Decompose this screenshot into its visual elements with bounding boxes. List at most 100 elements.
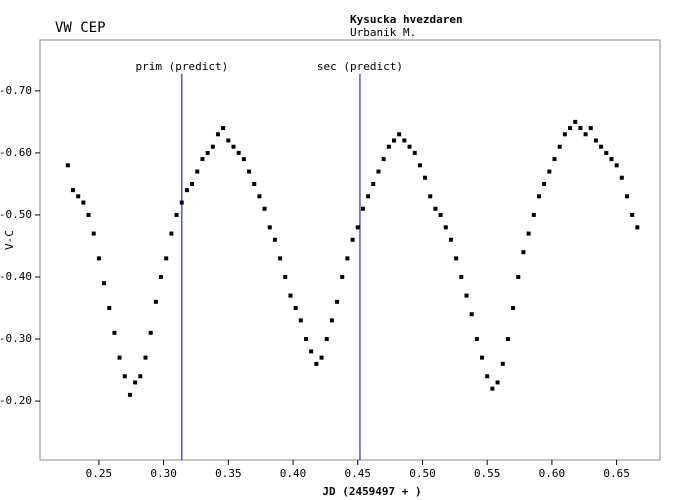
data-point bbox=[630, 212, 635, 217]
observer: Urbanik M. bbox=[350, 26, 416, 39]
x-tick-label: 0.30 bbox=[150, 467, 177, 480]
data-point bbox=[557, 144, 562, 149]
data-point bbox=[272, 237, 277, 242]
data-point bbox=[531, 212, 536, 217]
data-point bbox=[392, 138, 397, 143]
data-point bbox=[428, 194, 433, 199]
data-point bbox=[148, 330, 153, 335]
data-point bbox=[215, 132, 220, 137]
data-point bbox=[547, 169, 552, 174]
data-point bbox=[624, 194, 629, 199]
data-point bbox=[599, 144, 604, 149]
data-point bbox=[169, 231, 174, 236]
data-point bbox=[200, 157, 205, 162]
x-tick-label: 0.55 bbox=[474, 467, 501, 480]
data-point bbox=[91, 231, 96, 236]
data-point bbox=[485, 374, 490, 379]
x-tick-label: 0.65 bbox=[603, 467, 630, 480]
data-point bbox=[122, 374, 127, 379]
data-point bbox=[65, 163, 70, 168]
data-point bbox=[117, 355, 122, 360]
data-point bbox=[417, 163, 422, 168]
data-point bbox=[438, 212, 443, 217]
data-point bbox=[376, 169, 381, 174]
data-point bbox=[412, 150, 417, 155]
data-point bbox=[298, 318, 303, 323]
data-point bbox=[511, 306, 516, 311]
data-point bbox=[552, 157, 557, 162]
data-point bbox=[324, 337, 329, 342]
data-point bbox=[303, 337, 308, 342]
data-point bbox=[386, 144, 391, 149]
data-point bbox=[604, 150, 609, 155]
data-point bbox=[454, 256, 459, 261]
data-point bbox=[159, 274, 164, 279]
data-point bbox=[138, 374, 143, 379]
data-point bbox=[309, 349, 314, 354]
data-point bbox=[143, 355, 148, 360]
data-point bbox=[583, 132, 588, 137]
data-point bbox=[335, 299, 340, 304]
data-point bbox=[345, 256, 350, 261]
data-point bbox=[257, 194, 262, 199]
data-point bbox=[314, 361, 319, 366]
data-point bbox=[588, 126, 593, 131]
data-point bbox=[262, 206, 267, 211]
data-point bbox=[288, 293, 293, 298]
y-tick-label: -0.60 bbox=[0, 146, 32, 159]
data-point bbox=[179, 200, 184, 205]
data-point bbox=[340, 274, 345, 279]
data-point bbox=[609, 157, 614, 162]
data-point bbox=[293, 306, 298, 311]
data-point bbox=[521, 250, 526, 255]
data-point bbox=[443, 225, 448, 230]
data-point bbox=[164, 256, 169, 261]
data-point bbox=[81, 200, 86, 205]
data-point bbox=[526, 231, 531, 236]
data-point bbox=[614, 163, 619, 168]
data-point bbox=[319, 355, 324, 360]
data-point bbox=[236, 150, 241, 155]
data-point bbox=[407, 144, 412, 149]
data-point bbox=[619, 175, 624, 180]
data-point bbox=[133, 380, 138, 385]
data-point bbox=[231, 144, 236, 149]
data-point bbox=[593, 138, 598, 143]
data-point bbox=[505, 337, 510, 342]
data-point bbox=[474, 337, 479, 342]
data-point bbox=[329, 318, 334, 323]
data-point bbox=[127, 392, 132, 397]
data-point bbox=[350, 237, 355, 242]
data-point bbox=[490, 386, 495, 391]
data-point bbox=[205, 150, 210, 155]
y-tick-label: -0.50 bbox=[0, 208, 32, 221]
y-axis-label: V-C bbox=[3, 230, 16, 250]
data-point bbox=[562, 132, 567, 137]
data-point bbox=[635, 225, 640, 230]
x-tick-label: 0.50 bbox=[409, 467, 436, 480]
predict-label: prim (predict) bbox=[136, 60, 229, 73]
data-point bbox=[247, 169, 252, 174]
data-point bbox=[210, 144, 215, 149]
data-point bbox=[355, 225, 360, 230]
data-point bbox=[402, 138, 407, 143]
data-point bbox=[96, 256, 101, 261]
data-point bbox=[366, 194, 371, 199]
data-point bbox=[459, 274, 464, 279]
data-point bbox=[278, 256, 283, 261]
data-point bbox=[153, 299, 158, 304]
data-point bbox=[500, 361, 505, 366]
data-point bbox=[226, 138, 231, 143]
data-point bbox=[542, 181, 547, 186]
predict-label: sec (predict) bbox=[317, 60, 403, 73]
data-point bbox=[195, 169, 200, 174]
data-point bbox=[184, 188, 189, 193]
data-point bbox=[190, 181, 195, 186]
data-point bbox=[283, 274, 288, 279]
x-tick-label: 0.35 bbox=[215, 467, 242, 480]
data-point bbox=[267, 225, 272, 230]
data-point bbox=[464, 293, 469, 298]
data-point bbox=[568, 126, 573, 131]
data-point bbox=[448, 237, 453, 242]
data-point bbox=[76, 194, 81, 199]
